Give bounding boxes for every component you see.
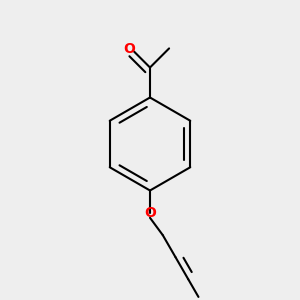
- Text: O: O: [124, 42, 136, 56]
- Text: O: O: [144, 206, 156, 220]
